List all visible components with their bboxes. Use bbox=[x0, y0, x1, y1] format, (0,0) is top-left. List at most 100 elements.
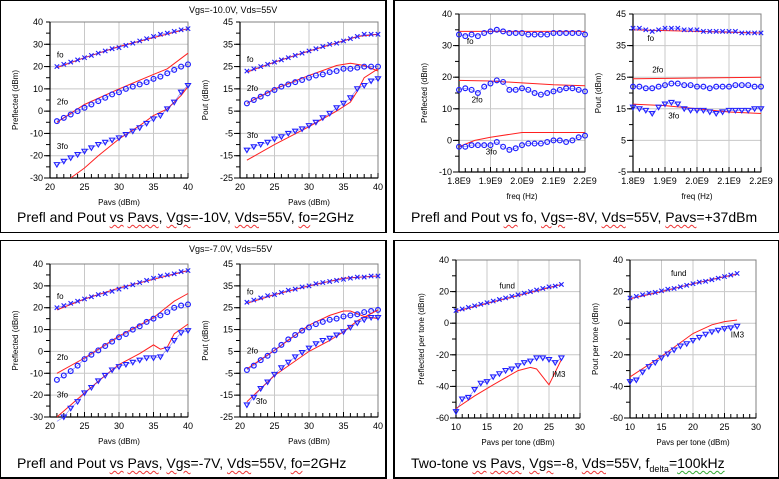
marker-triangle bbox=[284, 130, 292, 137]
marker-circle bbox=[361, 309, 368, 316]
x-tick-label: 1.8E9 bbox=[621, 176, 645, 186]
marker-circle bbox=[556, 137, 563, 144]
x-tick-label: 30 bbox=[751, 422, 761, 432]
marker-triangle bbox=[264, 139, 272, 146]
marker-circle bbox=[487, 28, 494, 35]
marker-circle bbox=[285, 336, 292, 343]
y-tick-label: -20 bbox=[30, 390, 43, 400]
series-trace-3fo-meas bbox=[246, 317, 378, 406]
marker-triangle bbox=[291, 354, 299, 361]
series-label: fo bbox=[247, 55, 254, 64]
marker-x bbox=[671, 285, 677, 292]
marker-triangle bbox=[727, 325, 735, 332]
x-axis-title: Pavs per tone (dBm) bbox=[481, 438, 555, 447]
series-trace-fo-meas bbox=[56, 28, 189, 67]
x-axis-title: Pavs (dBm) bbox=[288, 198, 330, 207]
x-tick-label: 40 bbox=[183, 182, 193, 192]
marker-circle bbox=[150, 315, 157, 322]
marker-x bbox=[652, 289, 658, 295]
marker-circle bbox=[299, 76, 306, 83]
marker-x bbox=[633, 293, 639, 299]
x-tick-label: 30 bbox=[304, 182, 314, 192]
x-tick-label: 25 bbox=[79, 421, 89, 431]
y-tick-label: -5 bbox=[618, 167, 626, 177]
marker-circle bbox=[375, 306, 382, 313]
x-tick-label: 25 bbox=[269, 182, 279, 192]
panel-prefl-pout-vs-pavs-vgs-10: Vgs=-10.0V, Vds=55V Prefl and Pout vs Pa… bbox=[0, 0, 387, 233]
y-tick-label: 30 bbox=[33, 39, 43, 49]
marker-x bbox=[703, 278, 709, 284]
marker-x bbox=[478, 301, 484, 307]
marker-triangle bbox=[725, 107, 733, 114]
series-label: fo bbox=[467, 37, 474, 46]
marker-circle bbox=[306, 324, 313, 331]
marker-triangle bbox=[645, 364, 653, 371]
series-line-IM3-sim bbox=[629, 319, 738, 378]
marker-triangle bbox=[177, 330, 185, 337]
marker-circle bbox=[687, 82, 694, 89]
marker-triangle bbox=[156, 354, 164, 361]
x-tick-label: 40 bbox=[373, 182, 383, 192]
series-trace-IM3-meas bbox=[629, 326, 738, 382]
marker-triangle bbox=[319, 115, 327, 122]
marker-x bbox=[171, 28, 177, 34]
marker-circle bbox=[668, 80, 675, 87]
marker-x bbox=[75, 57, 81, 63]
marker-triangle bbox=[243, 402, 251, 409]
marker-triangle bbox=[326, 110, 334, 117]
marker-x bbox=[102, 48, 108, 54]
marker-circle bbox=[60, 372, 67, 379]
marker-triangle bbox=[738, 107, 746, 114]
series-line-fo-sim bbox=[56, 28, 189, 69]
marker-x bbox=[643, 27, 649, 33]
marker-triangle bbox=[642, 107, 650, 114]
marker-circle bbox=[525, 140, 532, 147]
y-tick-label: 40 bbox=[613, 255, 623, 265]
series-trace-fo-meas bbox=[56, 270, 189, 308]
marker-circle bbox=[581, 132, 588, 139]
marker-circle bbox=[706, 85, 713, 92]
marker-circle bbox=[171, 304, 178, 311]
marker-circle bbox=[518, 85, 525, 92]
marker-x bbox=[658, 288, 665, 294]
marker-circle bbox=[264, 352, 271, 359]
marker-x bbox=[490, 298, 496, 304]
series-label: fund bbox=[499, 281, 515, 290]
x-tick-label: 25 bbox=[269, 421, 279, 431]
bias-title: Vgs=-7.0V, Vds=55V bbox=[189, 244, 273, 254]
marker-triangle bbox=[333, 105, 341, 112]
series-line-fund-sim bbox=[629, 273, 738, 300]
marker-triangle bbox=[731, 107, 739, 114]
marker-x bbox=[109, 288, 115, 294]
marker-triangle bbox=[471, 387, 479, 394]
marker-circle bbox=[53, 118, 60, 125]
marker-x bbox=[102, 290, 108, 297]
x-axis-title: Pavs (dBm) bbox=[98, 198, 140, 207]
series-line-IM3-sim bbox=[455, 359, 562, 409]
marker-circle bbox=[506, 146, 513, 153]
marker-triangle bbox=[170, 99, 178, 106]
marker-circle bbox=[333, 68, 340, 75]
marker-triangle bbox=[339, 329, 348, 336]
marker-triangle bbox=[346, 95, 354, 102]
marker-triangle bbox=[757, 106, 765, 113]
series-line-fo-sim bbox=[246, 275, 379, 304]
y-tick-label: 35 bbox=[223, 281, 233, 291]
marker-circle bbox=[512, 145, 519, 152]
marker-triangle bbox=[184, 328, 192, 335]
marker-x bbox=[271, 59, 278, 65]
marker-circle bbox=[525, 86, 532, 93]
marker-circle bbox=[751, 83, 758, 90]
marker-circle bbox=[481, 29, 488, 36]
marker-triangle bbox=[74, 152, 82, 159]
marker-x bbox=[546, 284, 552, 290]
y-tick-label: 20 bbox=[33, 62, 43, 72]
marker-x bbox=[285, 287, 291, 293]
marker-x bbox=[171, 271, 177, 277]
marker-triangle bbox=[270, 371, 279, 378]
marker-x bbox=[306, 283, 312, 289]
marker-circle bbox=[257, 93, 264, 100]
series-label: 2fo bbox=[57, 97, 69, 106]
series-label: 3fo bbox=[256, 397, 268, 406]
marker-x bbox=[484, 300, 490, 306]
